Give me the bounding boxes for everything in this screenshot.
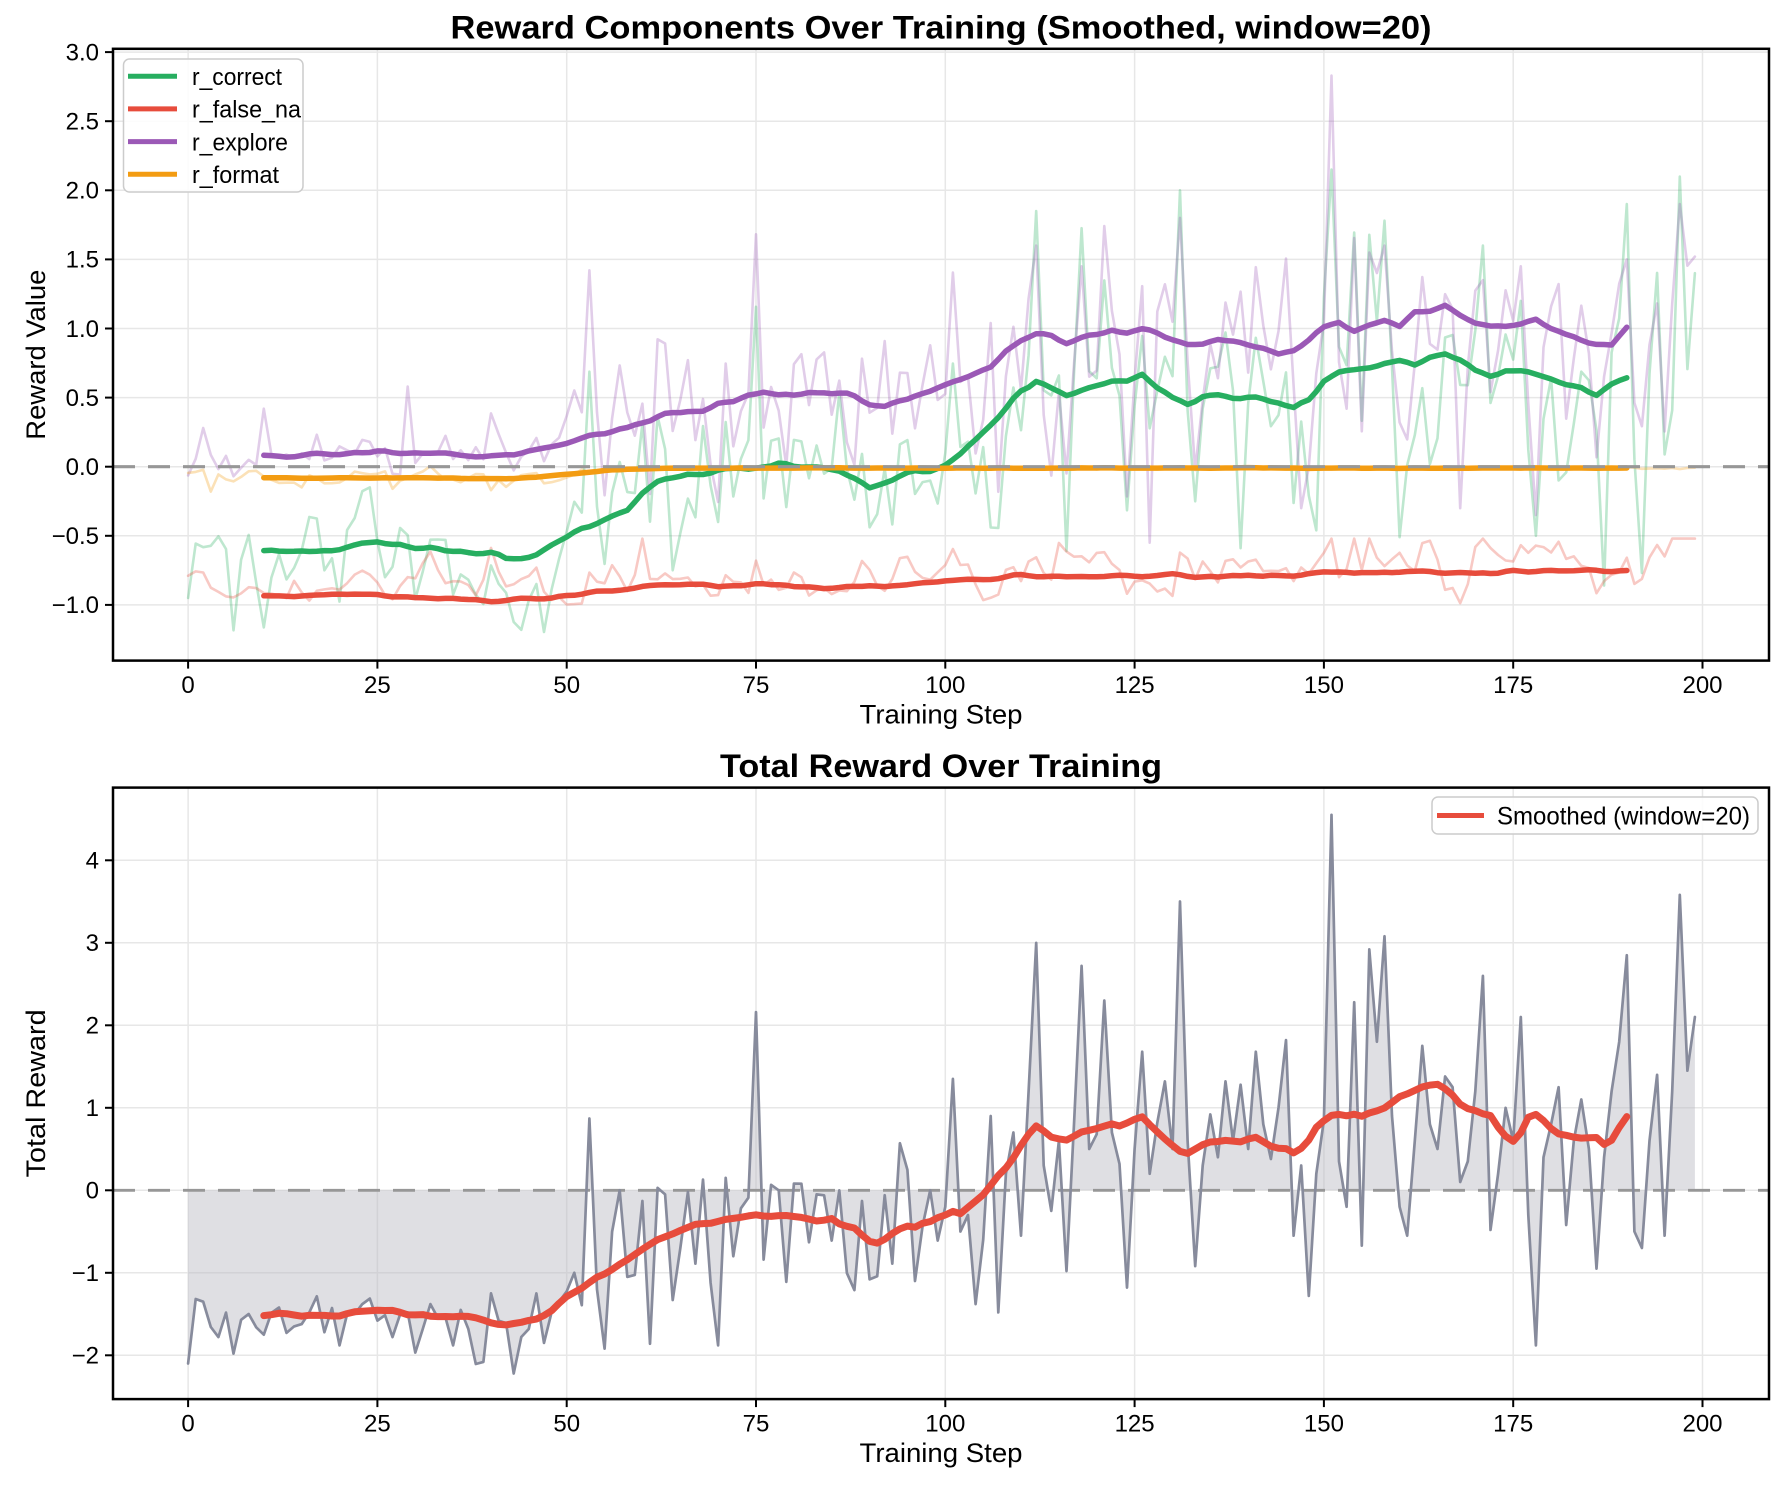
svg-text:−1.0: −1.0 <box>52 592 99 619</box>
svg-text:Reward Components Over Trainin: Reward Components Over Training (Smoothe… <box>451 10 1432 46</box>
svg-text:175: 175 <box>1493 1411 1533 1438</box>
svg-text:50: 50 <box>553 672 580 699</box>
svg-text:100: 100 <box>925 672 965 699</box>
svg-text:r_correct: r_correct <box>192 64 282 91</box>
svg-text:175: 175 <box>1493 672 1533 699</box>
svg-text:150: 150 <box>1304 672 1344 699</box>
svg-text:0: 0 <box>86 1178 99 1205</box>
svg-text:r_explore: r_explore <box>192 129 288 156</box>
svg-text:2.5: 2.5 <box>66 109 99 136</box>
svg-text:r_false_na: r_false_na <box>192 97 302 124</box>
svg-text:25: 25 <box>364 1411 391 1438</box>
svg-text:200: 200 <box>1682 1411 1722 1438</box>
svg-text:−1: −1 <box>72 1260 99 1287</box>
svg-text:125: 125 <box>1115 672 1155 699</box>
svg-text:2.0: 2.0 <box>66 178 99 205</box>
svg-text:Smoothed (window=20): Smoothed (window=20) <box>1497 803 1750 831</box>
svg-text:150: 150 <box>1304 1411 1344 1438</box>
svg-text:50: 50 <box>553 1411 580 1438</box>
svg-text:25: 25 <box>364 672 391 699</box>
svg-text:100: 100 <box>925 1411 965 1438</box>
svg-text:0.0: 0.0 <box>66 454 99 481</box>
svg-text:Total Reward: Total Reward <box>21 1009 51 1177</box>
svg-text:75: 75 <box>743 672 770 699</box>
svg-text:−0.5: −0.5 <box>52 523 99 550</box>
svg-text:2: 2 <box>86 1013 99 1040</box>
svg-text:1: 1 <box>86 1095 99 1122</box>
svg-text:1.5: 1.5 <box>66 247 99 274</box>
svg-text:Total Reward Over Training: Total Reward Over Training <box>720 748 1162 784</box>
svg-text:3: 3 <box>86 930 99 957</box>
svg-text:125: 125 <box>1115 1411 1155 1438</box>
svg-text:Training Step: Training Step <box>860 700 1023 730</box>
svg-text:3.0: 3.0 <box>66 39 99 66</box>
svg-text:Training Step: Training Step <box>860 1438 1023 1468</box>
svg-text:−2: −2 <box>72 1343 99 1370</box>
svg-text:200: 200 <box>1682 672 1722 699</box>
svg-text:0: 0 <box>181 672 194 699</box>
svg-text:75: 75 <box>743 1411 770 1438</box>
svg-text:r_format: r_format <box>192 162 279 189</box>
svg-text:0: 0 <box>181 1411 194 1438</box>
svg-text:1.0: 1.0 <box>66 316 99 343</box>
svg-text:4: 4 <box>86 848 99 875</box>
svg-text:Reward Value: Reward Value <box>21 270 51 440</box>
svg-text:0.5: 0.5 <box>66 385 99 412</box>
